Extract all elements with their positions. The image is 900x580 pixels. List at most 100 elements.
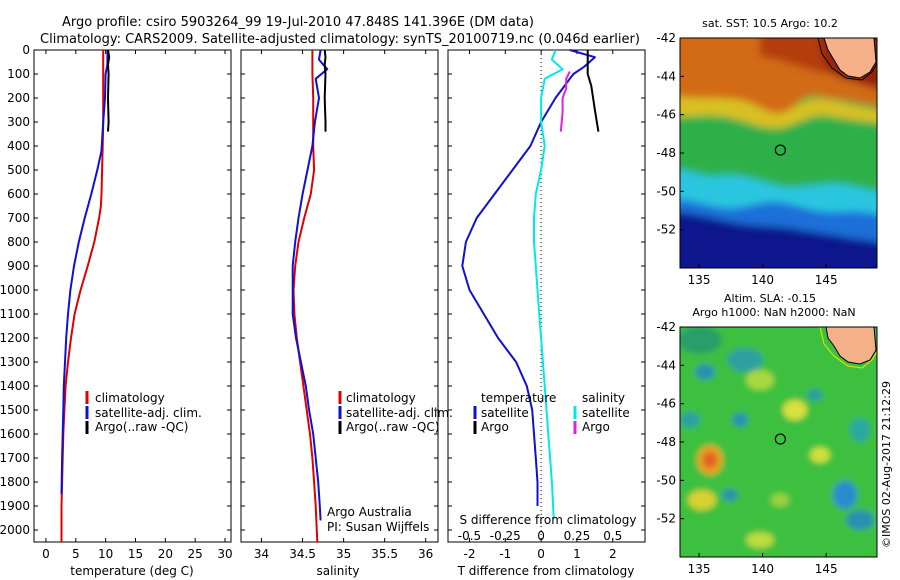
argo-position-marker	[774, 144, 786, 156]
y-tick-label: 500	[7, 163, 30, 177]
argo-position-marker	[774, 433, 786, 445]
temperature-legend-climatology: climatology	[95, 391, 165, 405]
map-y-tick-label: -52	[656, 223, 676, 237]
sla-map-title: Altim. SLA: -0.15	[724, 292, 816, 305]
y-tick-label: 1500	[0, 403, 30, 417]
x-tick-label: 2	[609, 547, 617, 561]
sst-map-axes: 135 140 145 -42 -44 -46 -48 -50 -52	[656, 31, 837, 287]
difference-legend: temperature satellite Argo salinity sate…	[473, 391, 630, 434]
map-y-tick-label: -48	[656, 435, 676, 449]
y-tick-label: 0	[22, 43, 30, 57]
y-tick-label: 300	[7, 115, 30, 129]
difference-panel-frame	[447, 49, 646, 543]
x-tick-label: 15	[128, 547, 143, 561]
difference-legend-temperature-argo: Argo	[481, 420, 509, 434]
map-y-tick-label: -46	[656, 108, 676, 122]
s-tick-label: 0.25	[564, 529, 591, 543]
salinity-panel-frame	[240, 49, 439, 543]
sla-map-subtitle: Argo h1000: NaN h2000: NaN	[692, 306, 855, 319]
x-tick-label: 10	[98, 547, 113, 561]
salinity-legend-climatology: climatology	[346, 391, 416, 405]
x-tick-label: 1	[573, 547, 581, 561]
tasmania-landmass-sla	[825, 327, 877, 365]
series-satellite	[291, 49, 329, 521]
salinity-annotation-line-1: Argo Australia	[327, 505, 412, 519]
x-tick-label: 25	[188, 547, 203, 561]
difference-xlabel: T difference from climatology	[457, 564, 635, 578]
x-tick-label: 36	[418, 547, 433, 561]
salinity-annotation-line-2: PI: Susan Wijffels	[327, 520, 429, 534]
difference-panel: -2 -1 0 1 2 -0.5 -0.25 0 0.25 0.5	[448, 49, 645, 561]
temperature-legend-argo: Argo(..raw -QC)	[95, 420, 188, 434]
map-x-tick-label: 145	[815, 562, 838, 576]
y-tick-label: 1600	[0, 427, 30, 441]
s-tick-label: 0	[537, 529, 545, 543]
header-line-1: Argo profile: csiro 5903264_99 19-Jul-20…	[62, 15, 534, 30]
y-tick-label: 1700	[0, 451, 30, 465]
map-y-tick-label: -50	[656, 473, 676, 487]
map-y-tick-label: -42	[656, 31, 676, 45]
s-tick-label: -0.5	[458, 529, 481, 543]
y-tick-label: 1300	[0, 355, 30, 369]
header-line-2: Climatology: CARS2009. Satellite-adjuste…	[40, 32, 640, 47]
imos-credit: ©IMOS 02-Aug-2017 21:12:29	[880, 381, 893, 548]
map-y-tick-label: -48	[656, 146, 676, 160]
sst-map-field	[680, 38, 877, 268]
x-tick-label: 0	[537, 547, 545, 561]
map-y-tick-label: -42	[656, 320, 676, 334]
series-satellite	[60, 50, 109, 495]
series-salinity-argo	[559, 71, 571, 132]
s-tick-label: 0.5	[603, 529, 622, 543]
salinity-legend: climatology satellite-adj. clim. Argo(..…	[338, 391, 453, 434]
salinity-panel: 34 34.5 35 35.5 36	[241, 49, 438, 561]
map-y-tick-label: -44	[656, 358, 676, 372]
y-tick-label: 1400	[0, 379, 30, 393]
temperature-legend-satellite: satellite-adj. clim.	[95, 406, 202, 420]
x-tick-label: 34.5	[289, 547, 316, 561]
x-tick-label: 30	[217, 547, 232, 561]
tasmania-landmass	[823, 38, 877, 79]
y-tick-label: 1900	[0, 499, 30, 513]
difference-legend-temperature-satellite: satellite	[481, 406, 529, 420]
map-x-tick-label: 145	[815, 273, 838, 287]
difference-legend-salinity-satellite: satellite	[582, 406, 630, 420]
difference-top-label: S difference from climatology	[460, 513, 637, 527]
x-tick-label: 34	[254, 547, 269, 561]
map-x-tick-label: 140	[751, 562, 774, 576]
temperature-xlabel: temperature (deg C)	[70, 564, 193, 578]
series-salinity-satellite	[533, 49, 564, 519]
x-tick-label: 20	[158, 547, 173, 561]
sla-coast-contour	[819, 327, 877, 369]
x-tick-label: -1	[499, 547, 511, 561]
y-tick-label: 600	[7, 187, 30, 201]
y-tick-label: 1200	[0, 331, 30, 345]
map-x-tick-label: 135	[688, 273, 711, 287]
y-tick-label: 400	[7, 139, 30, 153]
sst-map-title: sat. SST: 10.5 Argo: 10.2	[702, 17, 838, 30]
y-tick-label: 2000	[0, 523, 30, 537]
difference-legend-salinity-title: salinity	[582, 391, 625, 405]
map-y-tick-label: -52	[656, 512, 676, 526]
map-x-tick-label: 135	[688, 562, 711, 576]
salinity-legend-argo: Argo(..raw -QC)	[346, 420, 439, 434]
x-tick-label: 35.5	[371, 547, 398, 561]
series-argo	[107, 49, 111, 132]
map-y-tick-label: -50	[656, 184, 676, 198]
map-x-tick-label: 140	[751, 273, 774, 287]
temperature-legend: climatology satellite-adj. clim. Argo(..…	[85, 391, 202, 434]
salinity-xlabel: salinity	[316, 564, 359, 578]
y-tick-label: 700	[7, 211, 30, 225]
series-temperature-satellite	[461, 49, 596, 506]
y-tick-label: 1000	[0, 283, 30, 297]
x-tick-label: 5	[72, 547, 80, 561]
temperature-panel-frame	[33, 49, 232, 543]
map-y-tick-label: -44	[656, 69, 676, 83]
sst-coast-contour	[817, 38, 877, 81]
difference-legend-salinity-argo: Argo	[582, 420, 610, 434]
s-tick-label: -0.25	[490, 529, 521, 543]
salinity-legend-satellite: satellite-adj. clim.	[346, 406, 453, 420]
y-tick-label: 200	[7, 91, 30, 105]
series-temperature-argo	[586, 50, 600, 132]
y-tick-label: 1100	[0, 307, 30, 321]
